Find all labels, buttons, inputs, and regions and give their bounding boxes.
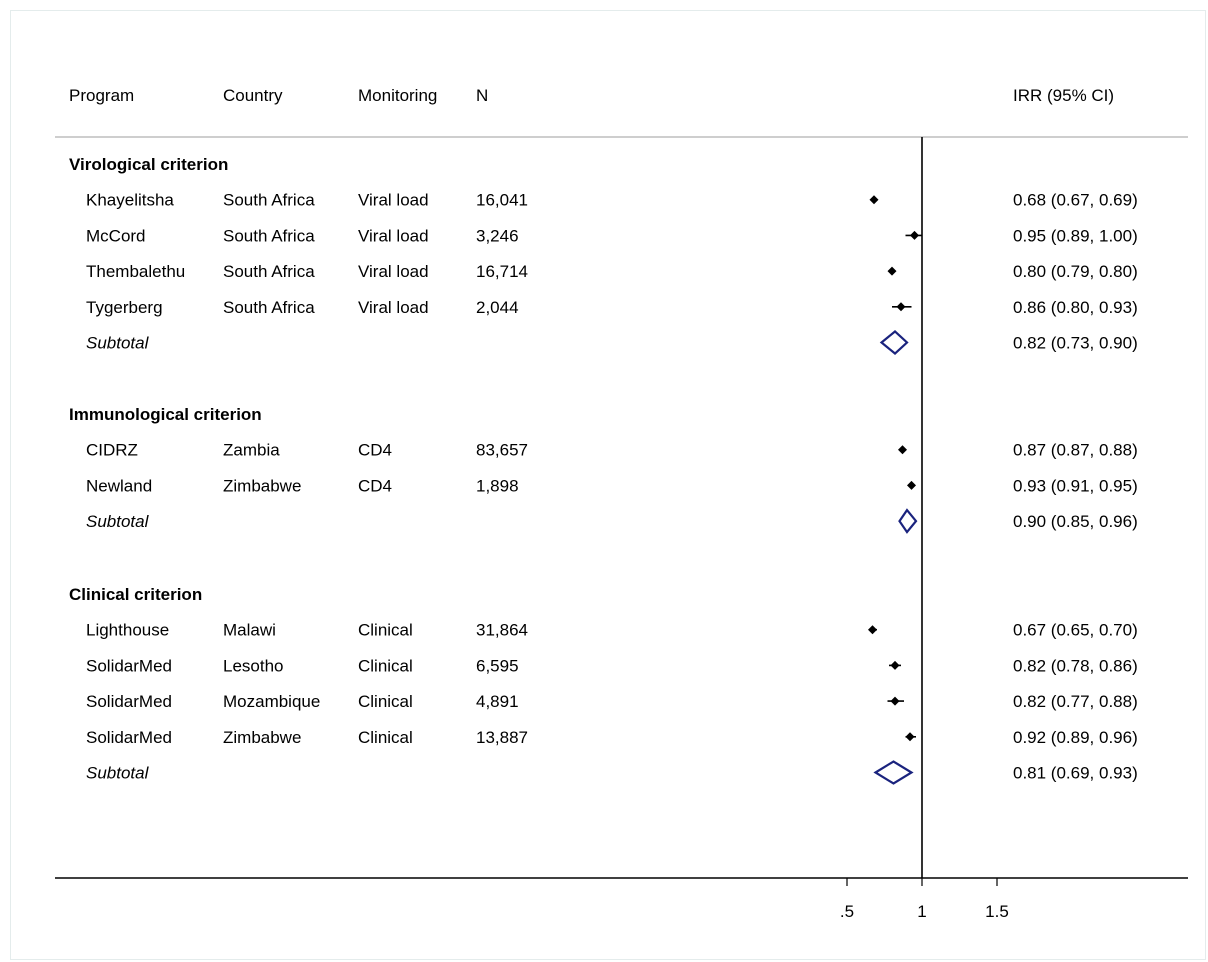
study-program: SolidarMed — [86, 656, 172, 675]
study-program: Newland — [86, 476, 152, 495]
study-monitoring: CD4 — [358, 476, 392, 495]
study-monitoring: Viral load — [358, 226, 429, 245]
estimate-header: IRR (95% CI) — [1013, 86, 1114, 105]
group-title: Immunological criterion — [69, 405, 262, 424]
point-estimate — [869, 195, 879, 205]
study-irr-label: 0.82 (0.77, 0.88) — [1013, 692, 1138, 711]
study-monitoring: Viral load — [358, 262, 429, 281]
study-country: South Africa — [223, 262, 315, 281]
subtotal-diamond — [879, 330, 909, 355]
study-program: McCord — [86, 226, 146, 245]
study-country: Malawi — [223, 621, 276, 640]
study-program: SolidarMed — [86, 728, 172, 747]
point-estimate — [910, 230, 919, 240]
study-irr-label: 0.87 (0.87, 0.88) — [1013, 441, 1138, 460]
study-monitoring: Clinical — [358, 728, 413, 747]
point-estimate — [898, 445, 907, 455]
study-irr-label: 0.93 (0.91, 0.95) — [1013, 476, 1138, 495]
study-n: 4,891 — [476, 692, 519, 711]
column-header: Country — [223, 86, 283, 105]
column-header: N — [476, 86, 488, 105]
point-estimate — [905, 732, 915, 742]
study-program: Lighthouse — [86, 621, 169, 640]
study-monitoring: Viral load — [358, 298, 429, 317]
subtotal-irr-label: 0.82 (0.73, 0.90) — [1013, 334, 1138, 353]
study-country: Mozambique — [223, 692, 320, 711]
study-irr-label: 0.95 (0.89, 1.00) — [1013, 226, 1138, 245]
study-n: 3,246 — [476, 226, 519, 245]
subtotal-diamond — [898, 508, 918, 534]
subtotal-irr-label: 0.90 (0.85, 0.96) — [1013, 512, 1138, 531]
study-irr-label: 0.68 (0.67, 0.69) — [1013, 191, 1138, 210]
study-monitoring: Clinical — [358, 621, 413, 640]
study-country: Lesotho — [223, 656, 284, 675]
study-country: Zimbabwe — [223, 476, 301, 495]
group-title: Clinical criterion — [69, 585, 202, 604]
study-n: 13,887 — [476, 728, 528, 747]
study-irr-label: 0.80 (0.79, 0.80) — [1013, 262, 1138, 281]
subtotal-diamond — [873, 760, 914, 785]
study-program: Tygerberg — [86, 298, 163, 317]
study-n: 83,657 — [476, 441, 528, 460]
study-program: Thembalethu — [86, 262, 185, 281]
study-country: South Africa — [223, 191, 315, 210]
subtotal-irr-label: 0.81 (0.69, 0.93) — [1013, 764, 1138, 783]
x-tick-label: 1 — [917, 902, 926, 921]
study-program: SolidarMed — [86, 692, 172, 711]
study-country: South Africa — [223, 298, 315, 317]
point-estimate — [890, 696, 900, 706]
point-estimate — [896, 302, 906, 312]
study-n: 1,898 — [476, 476, 519, 495]
study-irr-label: 0.86 (0.80, 0.93) — [1013, 298, 1138, 317]
study-n: 2,044 — [476, 298, 519, 317]
subtotal-label: Subtotal — [86, 512, 150, 531]
column-header: Monitoring — [358, 86, 437, 105]
study-monitoring: Clinical — [358, 656, 413, 675]
study-n: 6,595 — [476, 656, 519, 675]
study-irr-label: 0.82 (0.78, 0.86) — [1013, 656, 1138, 675]
study-program: CIDRZ — [86, 441, 138, 460]
study-n: 16,041 — [476, 191, 528, 210]
study-irr-label: 0.92 (0.89, 0.96) — [1013, 728, 1138, 747]
point-estimate — [890, 660, 900, 670]
x-tick-label: .5 — [840, 902, 854, 921]
study-monitoring: CD4 — [358, 441, 392, 460]
subtotal-label: Subtotal — [86, 764, 150, 783]
study-monitoring: Clinical — [358, 692, 413, 711]
subtotal-label: Subtotal — [86, 334, 150, 353]
point-estimate — [887, 266, 897, 276]
group-title: Virological criterion — [69, 155, 228, 174]
column-header: Program — [69, 86, 134, 105]
study-monitoring: Viral load — [358, 191, 429, 210]
point-estimate — [907, 480, 916, 490]
chart-border — [10, 10, 1206, 960]
study-country: Zambia — [223, 441, 280, 460]
study-n: 31,864 — [476, 621, 528, 640]
x-tick-label: 1.5 — [985, 902, 1009, 921]
study-program: Khayelitsha — [86, 191, 174, 210]
study-n: 16,714 — [476, 262, 528, 281]
study-country: South Africa — [223, 226, 315, 245]
study-irr-label: 0.67 (0.65, 0.70) — [1013, 621, 1138, 640]
point-estimate — [868, 625, 877, 635]
study-country: Zimbabwe — [223, 728, 301, 747]
